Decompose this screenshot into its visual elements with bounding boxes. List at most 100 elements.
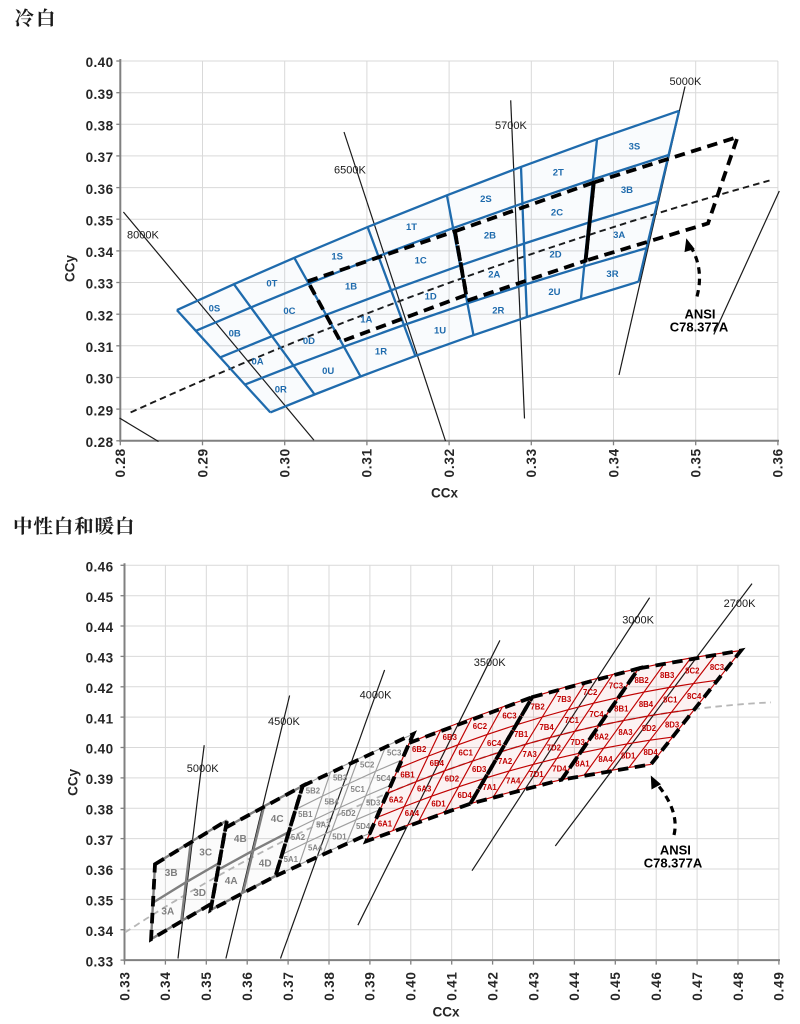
- svg-text:0.46: 0.46: [649, 971, 664, 1000]
- svg-text:3A: 3A: [613, 230, 625, 241]
- svg-text:2A: 2A: [488, 270, 500, 281]
- svg-text:8C3: 8C3: [710, 663, 725, 672]
- svg-text:3000K: 3000K: [622, 615, 654, 627]
- svg-text:0.34: 0.34: [158, 971, 173, 1000]
- svg-text:2C: 2C: [551, 208, 563, 219]
- svg-text:2B: 2B: [484, 231, 496, 242]
- svg-text:6C4: 6C4: [487, 739, 502, 748]
- svg-text:4000K: 4000K: [360, 690, 392, 702]
- svg-text:8A4: 8A4: [598, 755, 613, 764]
- svg-text:6C3: 6C3: [502, 712, 517, 721]
- svg-text:1A: 1A: [360, 315, 372, 326]
- svg-text:1B: 1B: [345, 282, 357, 293]
- svg-text:0.32: 0.32: [86, 308, 114, 323]
- svg-text:8C2: 8C2: [685, 667, 700, 676]
- svg-text:0.44: 0.44: [567, 971, 582, 1000]
- svg-text:8B3: 8B3: [660, 671, 675, 680]
- svg-text:8D3: 8D3: [665, 720, 680, 729]
- svg-text:0A: 0A: [252, 356, 264, 367]
- svg-text:0.45: 0.45: [608, 971, 623, 1000]
- svg-text:3D: 3D: [193, 888, 206, 899]
- svg-text:0.36: 0.36: [240, 971, 255, 1000]
- svg-text:0.40: 0.40: [86, 742, 114, 757]
- svg-text:6A4: 6A4: [405, 809, 420, 818]
- svg-text:2U: 2U: [548, 287, 560, 298]
- svg-text:0.37: 0.37: [281, 971, 296, 1000]
- svg-text:3S: 3S: [629, 142, 641, 153]
- svg-text:ANSI: ANSI: [660, 842, 691, 857]
- svg-text:5D3: 5D3: [366, 798, 381, 807]
- svg-text:7C4: 7C4: [589, 710, 604, 719]
- svg-text:6B2: 6B2: [412, 745, 427, 754]
- svg-text:0.48: 0.48: [731, 971, 746, 1000]
- svg-text:0.33: 0.33: [117, 971, 132, 1000]
- svg-text:8D2: 8D2: [642, 724, 657, 733]
- svg-text:0.29: 0.29: [195, 448, 210, 477]
- svg-text:5700K: 5700K: [495, 120, 527, 132]
- svg-text:0.37: 0.37: [86, 150, 114, 165]
- svg-text:0.32: 0.32: [442, 448, 457, 477]
- svg-text:3A: 3A: [161, 907, 174, 918]
- svg-text:0.49: 0.49: [772, 971, 787, 1000]
- svg-text:5C3: 5C3: [387, 749, 402, 758]
- svg-text:5B1: 5B1: [298, 810, 313, 819]
- svg-text:C78.377A: C78.377A: [670, 320, 729, 335]
- svg-text:3C: 3C: [199, 847, 212, 858]
- svg-text:2S: 2S: [480, 194, 492, 205]
- svg-text:6B1: 6B1: [400, 771, 415, 780]
- svg-text:5D4: 5D4: [356, 822, 371, 831]
- svg-text:8B2: 8B2: [634, 676, 649, 685]
- svg-text:0.40: 0.40: [404, 971, 419, 1000]
- svg-text:0.30: 0.30: [86, 372, 114, 387]
- svg-text:0.44: 0.44: [86, 620, 114, 635]
- svg-text:5B3: 5B3: [333, 773, 348, 782]
- svg-text:1S: 1S: [331, 252, 343, 263]
- svg-text:6B4: 6B4: [430, 759, 445, 768]
- svg-text:0T: 0T: [266, 279, 277, 290]
- svg-text:3B: 3B: [621, 185, 633, 196]
- svg-text:0.42: 0.42: [485, 971, 500, 1000]
- svg-text:1T: 1T: [406, 222, 417, 233]
- svg-text:3500K: 3500K: [474, 657, 506, 669]
- svg-text:5C4: 5C4: [376, 774, 391, 783]
- svg-text:0.34: 0.34: [86, 245, 114, 260]
- svg-text:0.38: 0.38: [86, 119, 114, 134]
- svg-text:0U: 0U: [322, 366, 334, 377]
- svg-text:0.34: 0.34: [606, 448, 621, 477]
- svg-text:0.35: 0.35: [199, 971, 214, 1000]
- svg-text:0.28: 0.28: [113, 448, 128, 477]
- svg-text:6C2: 6C2: [473, 722, 488, 731]
- svg-text:5B4: 5B4: [324, 797, 339, 806]
- svg-text:0.43: 0.43: [526, 971, 541, 1000]
- svg-text:7B3: 7B3: [557, 695, 572, 704]
- svg-text:6D1: 6D1: [431, 800, 446, 809]
- svg-text:4C: 4C: [271, 814, 284, 825]
- svg-text:7B4: 7B4: [539, 723, 554, 732]
- svg-text:5000K: 5000K: [670, 76, 702, 88]
- svg-text:0.43: 0.43: [86, 651, 114, 666]
- svg-text:0.39: 0.39: [86, 772, 114, 787]
- svg-text:0.41: 0.41: [86, 711, 114, 726]
- svg-text:6D3: 6D3: [472, 765, 487, 774]
- svg-text:7C3: 7C3: [609, 682, 624, 691]
- svg-text:0.45: 0.45: [86, 590, 114, 605]
- svg-text:8D1: 8D1: [621, 751, 636, 760]
- svg-text:6B3: 6B3: [443, 733, 458, 742]
- svg-text:0.34: 0.34: [86, 924, 114, 939]
- svg-text:7D3: 7D3: [571, 738, 586, 747]
- svg-text:0.29: 0.29: [86, 403, 114, 418]
- svg-text:8B4: 8B4: [639, 700, 654, 709]
- svg-text:5C1: 5C1: [351, 785, 366, 794]
- svg-text:4B: 4B: [234, 834, 247, 845]
- svg-text:6C1: 6C1: [459, 748, 474, 757]
- svg-text:4500K: 4500K: [268, 716, 300, 728]
- svg-text:8C1: 8C1: [663, 696, 678, 705]
- svg-text:1U: 1U: [434, 325, 446, 336]
- svg-text:4D: 4D: [259, 858, 272, 869]
- svg-text:7D4: 7D4: [552, 765, 567, 774]
- svg-text:0.33: 0.33: [524, 448, 539, 477]
- svg-text:1R: 1R: [375, 346, 387, 357]
- svg-text:0.35: 0.35: [86, 213, 114, 228]
- svg-text:7C1: 7C1: [565, 716, 580, 725]
- svg-text:7A2: 7A2: [498, 757, 513, 766]
